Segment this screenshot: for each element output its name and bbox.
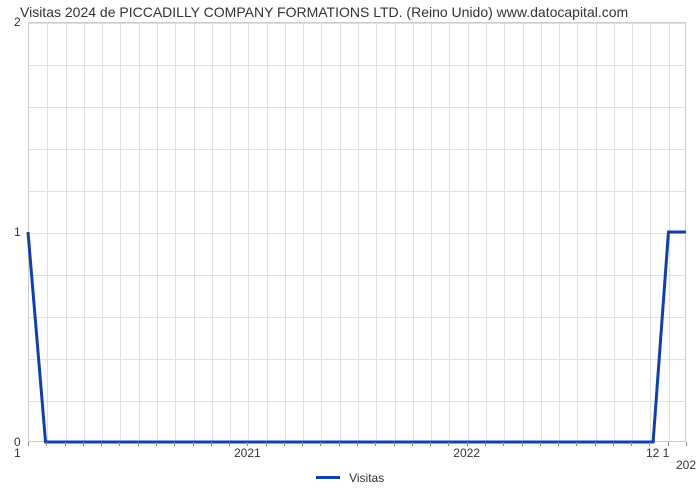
xtick-minor [28, 442, 29, 446]
xtick-minor [229, 442, 230, 446]
xtick-minor [467, 442, 468, 446]
chart-container: Visitas 2024 de PICCADILLY COMPANY FORMA… [0, 0, 700, 500]
xtick-minor [631, 442, 632, 446]
xtick-minor [430, 442, 431, 446]
xtick-minor [448, 442, 449, 446]
legend-swatch [316, 476, 340, 479]
xtick-minor [83, 442, 84, 446]
legend: Visitas [0, 470, 700, 485]
xtick-minor [540, 442, 541, 446]
xtick-label: 2021 [234, 446, 261, 460]
series-line [28, 232, 686, 442]
x-right-label-month: 12 1 [646, 446, 669, 460]
xtick-minor [174, 442, 175, 446]
legend-label: Visitas [349, 471, 384, 485]
xtick-minor [138, 442, 139, 446]
xtick-minor [558, 442, 559, 446]
xtick-minor [339, 442, 340, 446]
xtick-label: 2022 [453, 446, 480, 460]
xtick-minor [394, 442, 395, 446]
xtick-minor [46, 442, 47, 446]
ytick-label: 2 [14, 15, 21, 29]
xtick-minor [503, 442, 504, 446]
xtick-minor [101, 442, 102, 446]
xtick-minor [320, 442, 321, 446]
xtick-minor [156, 442, 157, 446]
xtick-minor [686, 442, 687, 446]
xtick-minor [65, 442, 66, 446]
xtick-minor [119, 442, 120, 446]
x-left-below-label: 1 [14, 446, 21, 460]
xtick-minor [613, 442, 614, 446]
ytick-label: 1 [14, 225, 21, 239]
xtick-minor [522, 442, 523, 446]
xtick-minor [266, 442, 267, 446]
xtick-minor [211, 442, 212, 446]
xtick-minor [412, 442, 413, 446]
xtick-minor [357, 442, 358, 446]
xtick-minor [284, 442, 285, 446]
xtick-minor [576, 442, 577, 446]
xtick-minor [247, 442, 248, 446]
xtick-minor [375, 442, 376, 446]
xtick-minor [302, 442, 303, 446]
xtick-minor [193, 442, 194, 446]
line-layer [28, 22, 686, 442]
xtick-minor [485, 442, 486, 446]
xtick-minor [595, 442, 596, 446]
chart-title: Visitas 2024 de PICCADILLY COMPANY FORMA… [20, 4, 628, 20]
